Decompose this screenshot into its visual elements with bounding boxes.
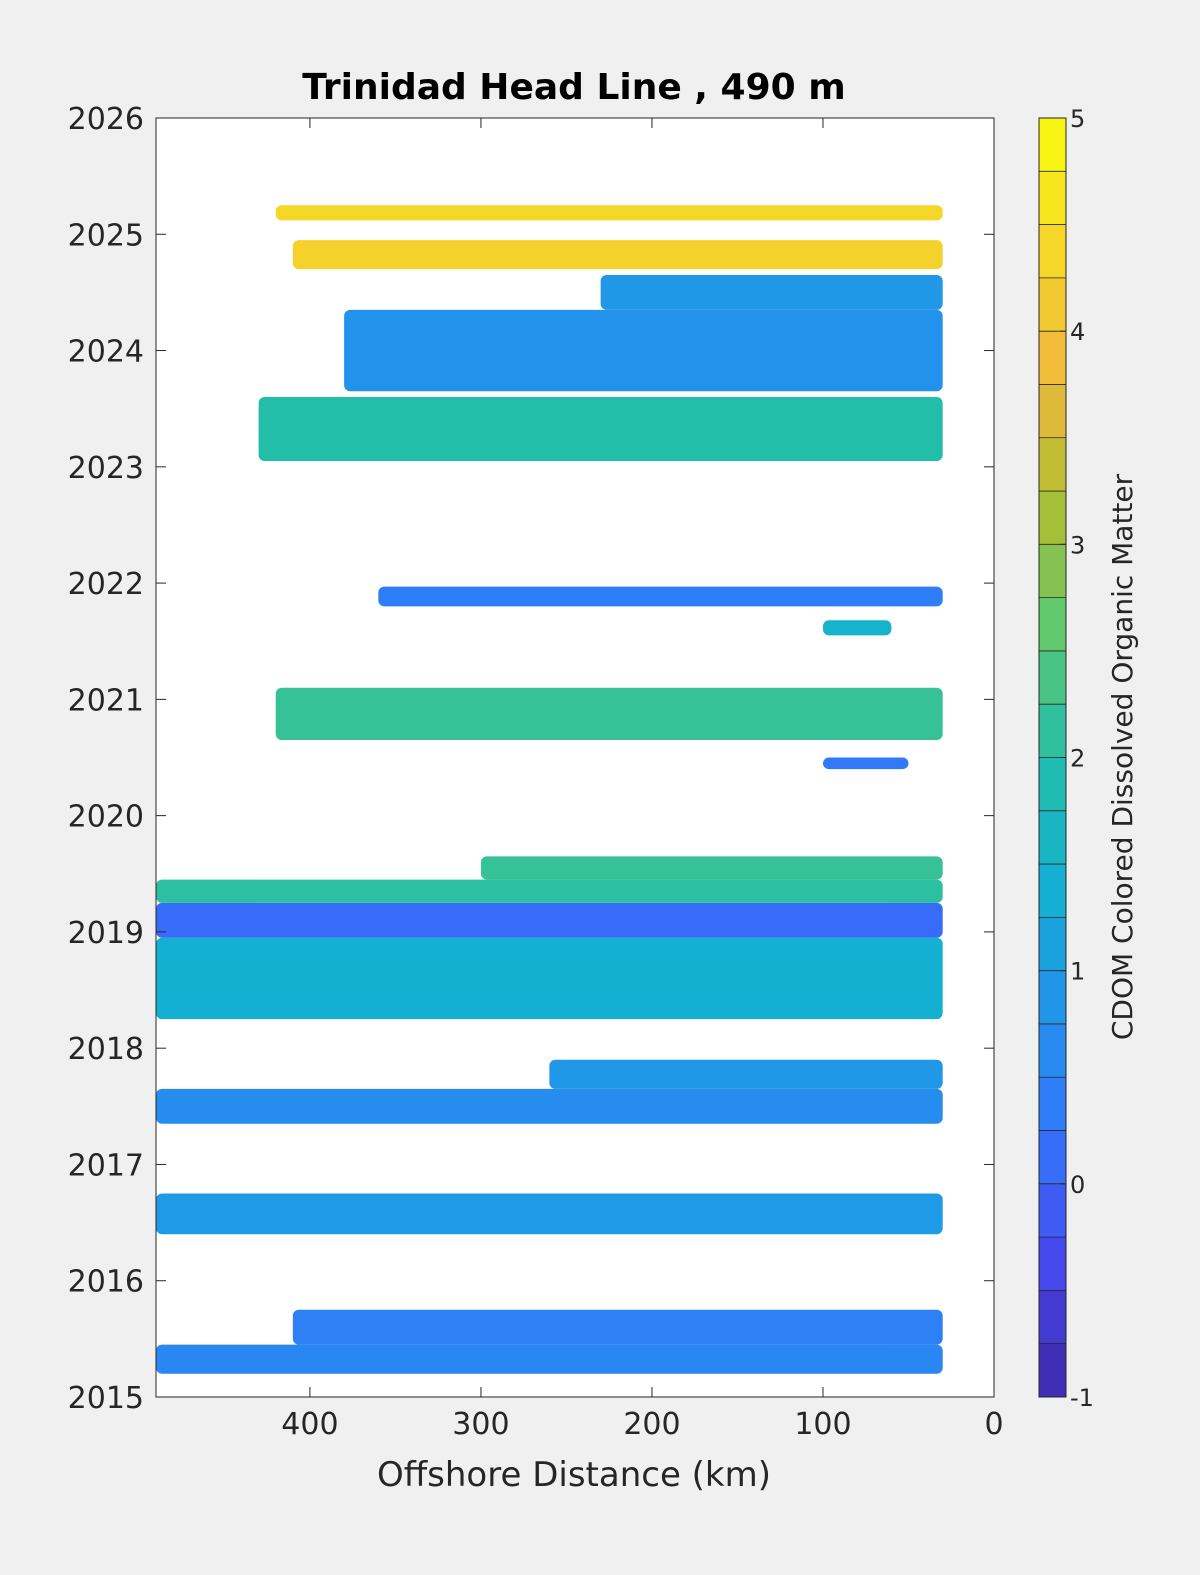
colorbar-segment xyxy=(1039,704,1066,758)
colorbar-segment xyxy=(1039,1343,1066,1398)
y-tick-label: 2026 xyxy=(68,102,144,137)
data-bands xyxy=(156,205,943,1374)
colorbar-tick-label: 4 xyxy=(1070,318,1085,346)
data-band xyxy=(156,1088,943,1124)
colorbar-segment xyxy=(1039,1130,1066,1185)
data-band xyxy=(156,1193,943,1235)
colorbar-segment xyxy=(1039,277,1066,332)
y-tick-label: 2020 xyxy=(68,800,144,835)
colorbar-segment xyxy=(1039,757,1066,812)
colorbar-tick-label: 2 xyxy=(1070,745,1085,773)
data-band xyxy=(600,274,943,310)
colorbar-segment xyxy=(1039,224,1066,279)
x-tick-label: 300 xyxy=(452,1407,509,1442)
x-tick-label: 200 xyxy=(623,1407,680,1442)
data-band xyxy=(549,1059,943,1089)
data-band xyxy=(378,586,943,607)
colorbar-segment xyxy=(1039,384,1066,439)
colorbar-tick-label: 5 xyxy=(1070,105,1085,133)
y-tick-label: 2017 xyxy=(68,1148,144,1183)
colorbar-segment xyxy=(1039,1077,1066,1132)
colorbar-segment xyxy=(1039,1237,1066,1291)
colorbar-segment xyxy=(1039,1290,1066,1345)
colorbar-label: CDOM Colored Dissolved Organic Matter xyxy=(1106,473,1139,1040)
data-band xyxy=(156,902,943,938)
colorbar-segment xyxy=(1039,1023,1066,1078)
y-tick-label: 2022 xyxy=(68,567,144,602)
colorbar-segment xyxy=(1039,864,1066,918)
y-tick-label: 2019 xyxy=(68,916,144,951)
data-band xyxy=(292,240,943,270)
colorbar-segment xyxy=(1039,171,1066,226)
colorbar-segment xyxy=(1039,917,1066,972)
colorbar-tick-label: -1 xyxy=(1070,1384,1094,1412)
colorbar-tick-label: 3 xyxy=(1070,531,1085,559)
x-axis: 400 300 200 100 0 xyxy=(281,118,1004,1442)
y-tick-label: 2025 xyxy=(68,218,144,253)
colorbar-segment xyxy=(1039,331,1066,385)
data-band xyxy=(822,757,909,770)
data-band xyxy=(156,937,943,1020)
x-tick-label: 100 xyxy=(794,1407,851,1442)
colorbar-segment xyxy=(1039,650,1066,705)
y-tick-label: 2015 xyxy=(68,1381,144,1416)
data-band xyxy=(156,879,943,903)
colorbar-segment xyxy=(1039,970,1066,1025)
colorbar-segment xyxy=(1039,810,1066,865)
y-tick-label: 2023 xyxy=(68,451,144,486)
colorbar-segment xyxy=(1039,597,1066,652)
colorbar-segment xyxy=(1039,1183,1066,1238)
data-band xyxy=(275,205,943,221)
chart-title: Trinidad Head Line , 490 m xyxy=(302,67,845,108)
colorbar-tick-label: 0 xyxy=(1070,1171,1085,1199)
colorbar-segment xyxy=(1039,544,1066,599)
y-tick-label: 2016 xyxy=(68,1265,144,1300)
data-band xyxy=(480,856,943,880)
y-tick-label: 2024 xyxy=(68,335,144,370)
x-tick-label: 400 xyxy=(281,1407,338,1442)
y-axis: 2015 2016 2017 2018 2019 2020 2021 2022 2023 2024… xyxy=(68,102,994,1416)
colorbar-tick-label: 1 xyxy=(1070,958,1085,986)
colorbar-segment xyxy=(1039,491,1066,545)
y-tick-label: 2018 xyxy=(68,1032,144,1067)
x-axis-label: Offshore Distance (km) xyxy=(377,1455,771,1495)
colorbar-segment xyxy=(1039,437,1066,492)
data-band xyxy=(258,397,943,462)
data-band xyxy=(275,687,943,741)
colorbar-segment xyxy=(1039,118,1066,172)
plot-frame xyxy=(155,117,995,1398)
x-tick-label: 0 xyxy=(984,1407,1003,1442)
data-band xyxy=(822,620,892,636)
data-band xyxy=(344,309,943,392)
data-band xyxy=(156,1344,943,1374)
colorbar: -1 0 1 2 3 4 5 xyxy=(1038,105,1094,1412)
data-band xyxy=(292,1309,943,1345)
y-tick-label: 2021 xyxy=(68,683,144,718)
